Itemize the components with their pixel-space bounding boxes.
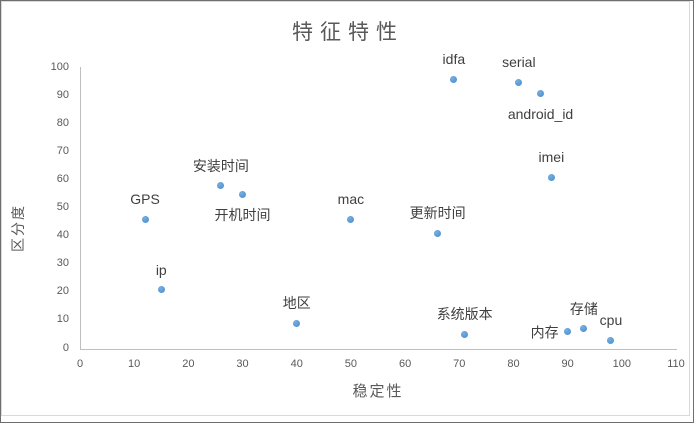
y-tick-label: 100 [50,61,69,73]
y-axis-title: 区分度 [10,204,26,252]
y-tick-label: 60 [56,173,69,186]
data-point [537,89,545,97]
y-tick-label: 40 [56,229,69,242]
x-tick-label: 0 [76,358,84,370]
data-point-label: 安装时间 [192,157,249,174]
data-point [293,319,301,327]
y-axis-line [80,67,81,350]
data-point-label: imei [538,149,565,166]
x-tick-label: 110 [667,358,685,370]
data-point-label: 内存 [530,324,559,341]
y-tick-label: 80 [56,117,69,130]
data-point-label: 系统版本 [436,306,493,323]
data-point [461,330,469,338]
y-tick-label: 20 [56,285,69,298]
x-tick-label: 40 [290,358,303,370]
data-point-label: idfa [442,51,466,68]
data-point [347,215,355,223]
x-tick-label: 70 [453,358,466,370]
y-tick-label: 90 [56,89,69,102]
x-tick-label: 80 [507,358,520,370]
y-tick-label: 70 [56,145,69,158]
data-point-label: android_id [507,106,574,123]
data-point-label: cpu [599,312,623,329]
data-point [141,215,149,223]
data-point-label: 开机时间 [214,207,271,224]
x-tick-label: 50 [344,358,358,370]
chart-title: 特征特性 [292,21,404,44]
x-tick-label: 90 [561,358,574,370]
data-point [157,286,165,294]
data-point-label: 存储 [569,300,598,317]
data-point [434,229,442,237]
data-point-label: 地区 [282,295,311,312]
data-point-label: serial [502,54,536,71]
chart-object-border [1,1,690,416]
y-tick-label: 0 [62,341,69,354]
data-point [547,173,555,181]
data-point [450,75,458,83]
data-point-label: GPS [130,191,160,208]
data-point [564,328,572,336]
x-tick-label: 100 [612,358,631,370]
y-tick-label: 50 [56,201,69,214]
x-tick-label: 10 [128,358,141,370]
x-tick-label: 20 [182,358,195,370]
data-point [607,336,615,344]
y-tick-label: 30 [56,257,69,270]
x-tick-label: 30 [236,358,249,370]
data-point-label: ip [155,261,167,278]
data-point [239,190,247,198]
data-point-label: mac [337,191,365,208]
data-point [580,325,588,333]
data-point [217,182,225,190]
x-axis-title: 稳定性 [352,383,404,400]
x-axis-line [80,349,677,350]
y-tick-label: 10 [56,313,69,326]
data-point [515,78,523,86]
data-point-label: 更新时间 [409,205,466,222]
x-tick-label: 60 [398,358,412,370]
